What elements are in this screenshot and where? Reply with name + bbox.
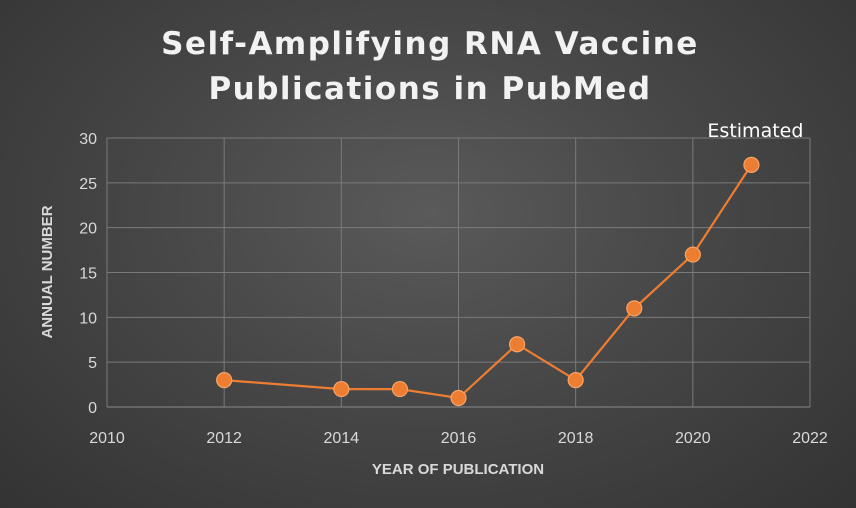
estimated-annotation: Estimated [707, 120, 803, 142]
y-tick-label: 15 [79, 266, 97, 283]
data-point [743, 156, 760, 173]
y-tick-labels: 0 5 10 15 20 25 30 [79, 131, 97, 417]
x-tick-label: 2016 [441, 430, 477, 447]
gridlines [106, 137, 811, 408]
x-tick-label: 2010 [89, 430, 125, 447]
data-point [391, 380, 409, 398]
series-line [224, 164, 753, 400]
chart-title-line-2: Publications in PubMed [208, 71, 651, 107]
data-point [450, 389, 467, 407]
chart-title-line-1: Self-Amplifying RNA Vaccine [161, 26, 699, 62]
x-tick-label: 2020 [675, 430, 711, 447]
data-point [626, 300, 643, 317]
x-tick-labels: 2010 2012 2014 2016 2018 2020 2022 [89, 430, 828, 447]
x-tick-label: 2022 [792, 430, 828, 447]
data-point [684, 246, 701, 263]
data-markers [216, 156, 760, 407]
data-point [216, 372, 233, 389]
y-tick-label: 5 [88, 355, 97, 372]
y-tick-label: 25 [79, 176, 97, 193]
y-tick-label: 20 [79, 221, 97, 238]
x-axis-label: YEAR OF PUBLICATION [372, 461, 544, 478]
y-tick-label: 30 [79, 131, 97, 148]
x-tick-label: 2012 [206, 430, 242, 447]
y-axis-label: ANNUAL NUMBER [39, 205, 56, 338]
x-tick-label: 2018 [558, 430, 594, 447]
x-tick-label: 2014 [324, 430, 360, 447]
data-point [508, 336, 526, 353]
y-tick-label: 0 [88, 400, 97, 417]
y-tick-label: 10 [79, 310, 97, 327]
data-point [567, 372, 584, 389]
data-point [333, 380, 350, 398]
